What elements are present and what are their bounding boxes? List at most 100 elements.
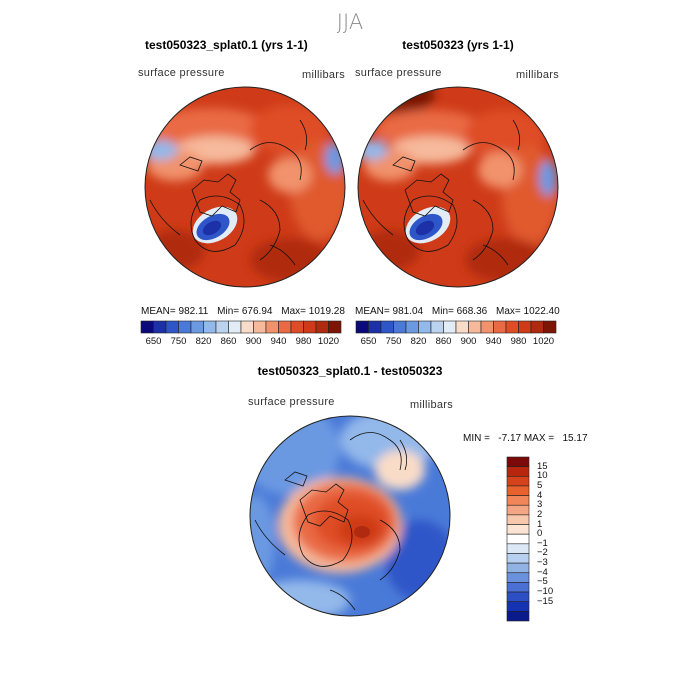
- left-mean-value: 982.11: [178, 306, 209, 317]
- difference-colorbar-swatch: [506, 504, 530, 516]
- right-colorbar-swatch: [368, 320, 382, 334]
- left-max-value: 1019.28: [308, 306, 345, 317]
- difference-colorbar-tick-label: −3: [537, 557, 548, 569]
- right-stats: MEAN= 981.04 Min= 668.36 Max= 1022.40: [355, 306, 560, 317]
- difference-colorbar-swatch: [506, 591, 530, 603]
- difference-colorbar-tick-label: −1: [537, 537, 548, 549]
- right-mean-value: 981.04: [392, 306, 424, 317]
- left-colorbar-swatch: [290, 320, 304, 334]
- left-units-label: millibars: [302, 69, 346, 81]
- difference-colorbar-swatch: [506, 543, 530, 554]
- difference-colorbar-swatch: [506, 553, 530, 564]
- left-stats: MEAN= 982.11 Min= 676.94 Max= 1019.28: [141, 306, 345, 317]
- difference-colorbar-tick-label: 3: [537, 499, 543, 511]
- right-colorbar-swatch: [355, 320, 369, 334]
- difference-colorbar-tick-label: −4: [537, 566, 548, 578]
- difference-colorbar-swatch: [506, 533, 530, 545]
- left-colorbar-swatch: [315, 320, 329, 334]
- right-colorbar-tick-label: 820: [410, 336, 427, 347]
- left-colorbar-swatch: [140, 320, 154, 334]
- right-colorbar-swatch: [430, 320, 444, 334]
- right-colorbar-swatch: [393, 320, 407, 334]
- difference-stats: MIN = -7.17 MAX = 15.17: [463, 433, 588, 444]
- right-min-label: Min=: [431, 306, 454, 317]
- right-colorbar-swatch: [418, 320, 432, 334]
- right-field-label: surface pressure: [355, 67, 442, 79]
- difference-colorbar-tick-label: −5: [537, 576, 548, 588]
- right-colorbar-tick-label: 980: [510, 336, 527, 347]
- difference-colorbar-swatch: [506, 456, 530, 467]
- left-colorbar-swatch: [190, 320, 204, 334]
- left-mean-label: MEAN=: [141, 306, 176, 317]
- right-colorbar-swatch: [405, 320, 419, 334]
- left-colorbar: [140, 320, 342, 334]
- left-colorbar-swatch: [153, 320, 167, 334]
- difference-colorbar-tick-label: 2: [537, 508, 543, 520]
- right-colorbar-swatch: [455, 320, 469, 334]
- left-colorbar-swatch: [228, 320, 242, 334]
- left-colorbar-swatch: [253, 320, 267, 334]
- right-colorbar-tick-label: 940: [485, 336, 502, 347]
- difference-panel-title: test050323_splat0.1 - test050323: [257, 364, 443, 378]
- right-min-value: 668.36: [456, 306, 488, 317]
- right-polar-map: [358, 87, 558, 287]
- difference-colorbar-tick-label: −10: [537, 586, 554, 598]
- left-colorbar-tick-label: 650: [145, 336, 162, 347]
- right-colorbar-swatch: [505, 320, 519, 334]
- left-colorbar-tick-label: 900: [245, 336, 262, 347]
- difference-colorbar-swatch: [506, 466, 530, 477]
- right-colorbar-swatch: [493, 320, 507, 334]
- left-colorbar-swatch: [240, 320, 254, 334]
- difference-units-label: millibars: [410, 399, 454, 411]
- difference-colorbar-swatch: [506, 562, 530, 574]
- right-colorbar-swatch: [380, 320, 394, 334]
- difference-field-label: surface pressure: [248, 396, 335, 408]
- left-colorbar-swatch: [178, 320, 192, 334]
- left-colorbar-swatch: [303, 320, 317, 334]
- difference-colorbar-tick-label: 1: [537, 518, 543, 530]
- difference-colorbar-swatch: [506, 495, 530, 506]
- right-panel-title: test050323 (yrs 1-1): [402, 38, 514, 52]
- right-colorbar-swatch: [468, 320, 482, 334]
- left-colorbar-swatch: [278, 320, 292, 334]
- right-colorbar-swatch: [543, 320, 557, 334]
- difference-colorbar-tick-label: −15: [537, 595, 554, 607]
- right-colorbar-swatch: [530, 320, 544, 334]
- left-colorbar-tick-label: 940: [270, 336, 287, 347]
- difference-colorbar-swatch: [506, 485, 530, 496]
- left-colorbar-tick-label: 820: [195, 336, 212, 347]
- difference-colorbar-swatch: [506, 524, 530, 535]
- right-max-label: Max=: [496, 306, 521, 317]
- right-colorbar: [355, 320, 557, 334]
- difference-colorbar-tick-label: 5: [537, 479, 543, 491]
- left-colorbar-tick-label: 980: [295, 336, 312, 347]
- left-colorbar-swatch: [165, 320, 179, 334]
- difference-colorbar-swatch: [506, 582, 530, 593]
- right-colorbar-tick-label: 650: [360, 336, 377, 347]
- right-colorbar-swatch: [480, 320, 494, 334]
- difference-colorbar-swatch: [506, 572, 530, 583]
- right-units-label: millibars: [516, 69, 560, 81]
- right-colorbar-tick-label: 900: [460, 336, 477, 347]
- right-colorbar-tick-label: 860: [435, 336, 452, 347]
- difference-colorbar-swatch: [506, 601, 530, 612]
- difference-colorbar-swatch: [506, 514, 530, 525]
- difference-colorbar-tick-label: 4: [537, 489, 543, 501]
- left-panel-title: test050323_splat0.1 (yrs 1-1): [145, 38, 308, 52]
- left-min-label: Min=: [217, 306, 240, 317]
- difference-colorbar-tick-label: 0: [537, 528, 543, 540]
- season-title: JJA: [336, 10, 364, 34]
- left-colorbar-swatch: [215, 320, 229, 334]
- left-max-label: Max=: [281, 306, 306, 317]
- difference-colorbar: [506, 456, 530, 622]
- right-colorbar-tick-label: 1020: [532, 336, 555, 347]
- left-colorbar-swatch: [265, 320, 279, 334]
- left-colorbar-tick-label: 860: [220, 336, 237, 347]
- right-max-value: 1022.40: [523, 306, 560, 317]
- right-colorbar-swatch: [443, 320, 457, 334]
- left-colorbar-tick-label: 750: [170, 336, 187, 347]
- left-field-label: surface pressure: [138, 67, 225, 79]
- difference-colorbar-swatch: [506, 475, 530, 487]
